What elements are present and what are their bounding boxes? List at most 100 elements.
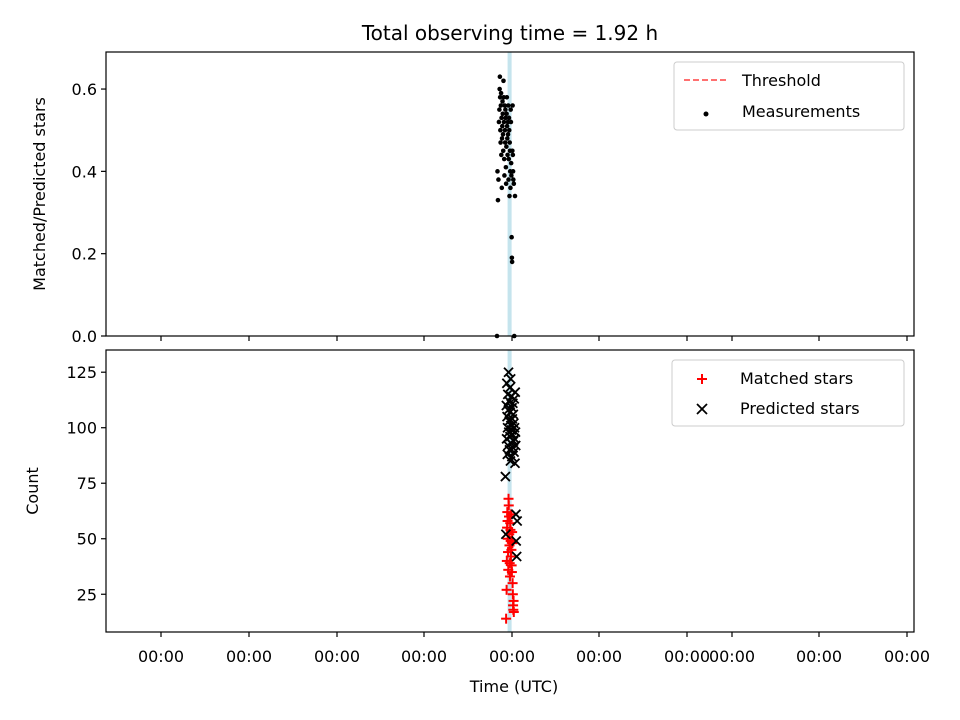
measurement-point	[507, 193, 512, 199]
measurement-point	[506, 115, 512, 121]
predicted-star-point	[512, 515, 523, 527]
legend-matched-label: Matched stars	[740, 369, 853, 388]
predicted-star-point	[509, 458, 521, 469]
measurement-point	[509, 234, 514, 240]
x-tick-label: 00:00	[709, 647, 755, 666]
x-tick-label: 00:00	[226, 647, 272, 666]
measurement-point	[498, 103, 504, 108]
predicted-star-point	[505, 373, 516, 385]
top-y-tick-label: 0.4	[72, 162, 97, 181]
matched-star-point	[505, 535, 516, 546]
predicted-star-stroke	[503, 367, 514, 378]
measurement-point	[512, 193, 518, 199]
measurement-point	[509, 259, 515, 265]
measurement-point	[497, 94, 503, 100]
legend-measurements-label: Measurements	[742, 102, 860, 121]
top-legend-box	[673, 61, 905, 131]
measurement-point	[497, 107, 502, 112]
measurement-point	[495, 197, 501, 203]
measurement-point	[498, 140, 503, 145]
matched-star-point	[501, 584, 512, 595]
measurement-point	[499, 136, 505, 141]
predicted-star-stroke	[500, 529, 512, 540]
measurement-point	[509, 173, 514, 178]
predicted-star-stroke	[508, 447, 520, 458]
measurement-point	[502, 103, 507, 108]
x-tick-label: 00:00	[884, 647, 930, 666]
top-y-ticks: 0.0 0.2 0.4 0.6	[72, 80, 106, 346]
measurement-point	[501, 119, 507, 125]
measurement-point	[502, 173, 507, 178]
predicted-star-stroke	[501, 411, 513, 422]
measurement-point	[499, 115, 504, 121]
bottom-y-ticks: 25 50 75 100 125	[66, 363, 106, 604]
legend-measurements-marker	[703, 111, 709, 117]
predicted-star-point	[510, 387, 521, 398]
predicted-star-stroke	[509, 393, 520, 404]
observing-span-bottom	[507, 350, 512, 632]
legend-predicted-stroke	[696, 403, 708, 415]
measurement-point	[500, 132, 506, 137]
predicted-star-point	[510, 427, 521, 438]
measurement-point	[508, 107, 513, 112]
measurement-point	[504, 123, 510, 129]
top-y-tick-label: 0.0	[72, 327, 97, 346]
measurement-point	[499, 185, 505, 191]
matched-star-point	[506, 567, 517, 578]
predicted-star-stroke	[511, 535, 522, 547]
predicted-star-point	[503, 367, 514, 378]
measurement-point	[508, 119, 514, 125]
bottom-axes-frame	[105, 349, 915, 633]
predicted-star-point	[500, 471, 511, 482]
predicted-star-stroke	[511, 551, 522, 562]
measurement-point	[505, 152, 510, 158]
measurement-point	[501, 78, 506, 84]
measurement-point	[496, 119, 502, 125]
measurement-point	[506, 177, 511, 182]
x-tick-label: 00:00	[796, 647, 842, 666]
matched-star-point	[501, 613, 512, 624]
legend-threshold-label: Threshold	[741, 71, 821, 90]
legend-predicted-marker	[696, 403, 708, 415]
measurement-point	[497, 74, 503, 79]
measurement-point	[507, 140, 513, 145]
matched-star-point	[508, 607, 519, 618]
chart-title: Total observing time = 1.92 h	[361, 21, 658, 45]
legend-predicted-label: Predicted stars	[740, 399, 860, 418]
measurement-point	[511, 177, 516, 182]
top-x-ticks	[160, 336, 908, 341]
measurement-point	[503, 181, 509, 187]
top-y-tick-label: 0.6	[72, 80, 97, 99]
measurement-point	[504, 111, 509, 117]
matched-stars-series	[501, 493, 519, 624]
measurement-point	[501, 156, 507, 162]
measurement-point	[502, 140, 508, 145]
bottom-y-tick-label: 25	[77, 585, 97, 604]
bottom-y-axis-label: Count	[23, 467, 42, 515]
measurement-point	[498, 127, 503, 133]
measurement-point	[506, 127, 512, 133]
measurement-point	[505, 136, 510, 141]
predicted-star-stroke	[510, 387, 521, 398]
predicted-star-stroke	[510, 427, 521, 438]
measurement-point	[495, 169, 500, 174]
measurement-point	[508, 160, 514, 166]
x-tick-label: 00:00	[489, 647, 535, 666]
predicted-star-point	[508, 409, 519, 420]
predicted-star-point	[500, 529, 512, 540]
measurement-point	[509, 255, 515, 261]
measurement-point	[510, 103, 515, 108]
predicted-star-point	[511, 535, 522, 547]
matched-star-point	[505, 524, 516, 535]
matched-star-point	[507, 538, 518, 549]
matched-star-point	[506, 509, 517, 520]
measurement-point	[502, 127, 508, 133]
predicted-stars-series	[500, 367, 523, 562]
measurement-point	[511, 181, 517, 187]
measurement-point	[504, 94, 510, 100]
x-tick-label: 00:00	[401, 647, 447, 666]
measurement-point	[510, 169, 516, 174]
predicted-star-stroke	[508, 409, 519, 420]
bottom-y-tick-label: 100	[66, 419, 97, 438]
